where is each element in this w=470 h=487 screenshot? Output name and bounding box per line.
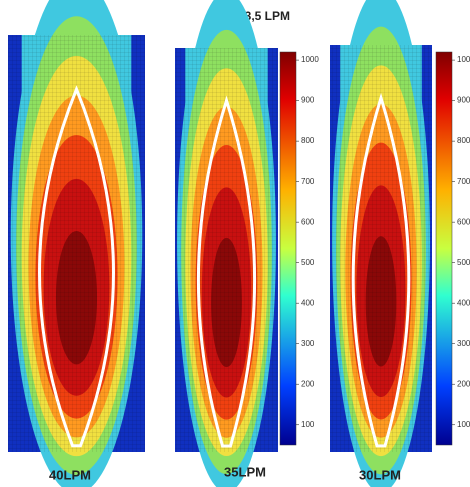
heatmap-grid xyxy=(175,48,278,452)
colorbar-tick-label: 300 xyxy=(301,339,315,348)
colorbar-tick-label: 800 xyxy=(301,136,315,145)
colorbar-tick-label: 1000 xyxy=(457,55,470,64)
colorbar-tick-label: 800 xyxy=(457,136,470,145)
panel-label: 30LPM xyxy=(359,467,401,482)
panel-label: 35LPM xyxy=(224,464,266,479)
colorbar-tick-label: 100 xyxy=(301,420,315,429)
colorbar-tick-label: 200 xyxy=(457,379,470,388)
colorbar-tick-label: 700 xyxy=(301,177,315,186)
colorbar-tick-label: 600 xyxy=(457,217,470,226)
colorbar-tick-label: 300 xyxy=(457,339,470,348)
colorbar-tick-label: 500 xyxy=(301,258,315,267)
heatmap-grid xyxy=(330,45,432,452)
heatmap-grid xyxy=(8,35,145,452)
colorbar-tick-label: 600 xyxy=(301,217,315,226)
flame-outline xyxy=(38,85,115,448)
colorbar-tick-label: 900 xyxy=(301,96,315,105)
colorbar-tick-label: 500 xyxy=(457,258,470,267)
colorbar-tick-label: 700 xyxy=(457,177,470,186)
panel-label: 40LPM xyxy=(49,467,91,482)
colorbar-tick-label: 1000 xyxy=(301,55,319,64)
colorbar-tick-label: 900 xyxy=(457,96,470,105)
colorbar-tick-label: 400 xyxy=(301,298,315,307)
flame-outline xyxy=(196,95,257,448)
colorbar-tick-label: 400 xyxy=(457,298,470,307)
colorbar xyxy=(279,51,297,446)
colorbar-tick-label: 200 xyxy=(301,379,315,388)
colorbar-tick-label: 100 xyxy=(457,420,470,429)
flame-outline xyxy=(351,92,411,448)
colorbar xyxy=(435,51,453,446)
